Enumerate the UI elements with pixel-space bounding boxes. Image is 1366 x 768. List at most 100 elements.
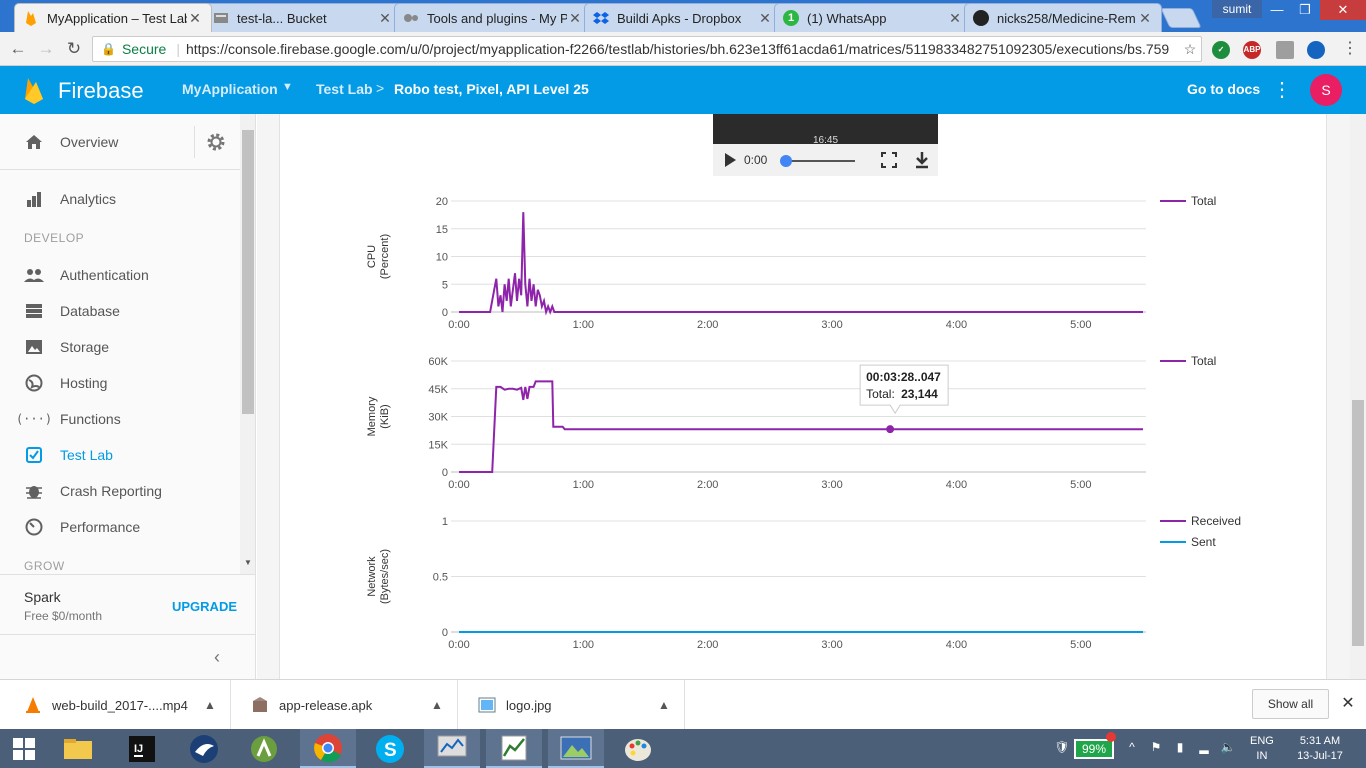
- page-scrollbar-thumb[interactable]: [1352, 400, 1364, 646]
- sidebar-item-test-lab[interactable]: Test Lab: [0, 437, 240, 473]
- go-to-docs-link[interactable]: Go to docs: [1187, 81, 1261, 97]
- x-tick-label: 5:00: [1070, 319, 1091, 331]
- shield-extension-icon[interactable]: ✓: [1212, 41, 1230, 59]
- volume-icon[interactable]: 🔈: [1220, 740, 1236, 754]
- monitor-app-icon[interactable]: [424, 729, 480, 768]
- page-extension-icon[interactable]: [1276, 41, 1294, 59]
- android-studio-icon[interactable]: [236, 729, 292, 768]
- tab-whatsapp[interactable]: 1 (1) WhatsApp ✕: [774, 3, 972, 32]
- chevron-up-icon[interactable]: ▲: [431, 698, 443, 712]
- bookmark-star-icon[interactable]: ☆: [1183, 40, 1197, 57]
- sidebar-scrollbar-thumb[interactable]: [242, 130, 254, 414]
- avatar[interactable]: S: [1310, 74, 1342, 106]
- sidebar-item-overview[interactable]: Overview: [0, 124, 190, 160]
- tab-dropbox[interactable]: Buildi Apks - Dropbox ✕: [584, 3, 782, 32]
- new-tab-button[interactable]: [1160, 8, 1202, 28]
- tab-title: MyApplication – Test Lab: [47, 10, 187, 26]
- reload-icon[interactable]: ↻: [66, 39, 82, 58]
- restore-button[interactable]: ❐: [1299, 2, 1311, 17]
- firebase-logo-icon[interactable]: [24, 76, 44, 104]
- chevron-up-icon[interactable]: ▲: [658, 698, 670, 712]
- y-tick-label: 5: [442, 279, 448, 291]
- play-icon[interactable]: [723, 152, 737, 168]
- tab-close-icon[interactable]: ✕: [949, 9, 961, 26]
- sidebar-scrollbar[interactable]: ▼: [240, 114, 255, 574]
- tab-firebase[interactable]: MyApplication – Test Lab ✕: [14, 3, 212, 32]
- close-icon[interactable]: ✕: [1341, 695, 1355, 712]
- defender-tray-icon[interactable]: 🛡: [1054, 740, 1070, 754]
- battery-indicator[interactable]: 99%: [1074, 739, 1114, 759]
- video-progress-track[interactable]: [785, 160, 855, 162]
- windows-start-icon[interactable]: [0, 729, 48, 768]
- scroll-down-arrow-icon[interactable]: ▼: [244, 558, 252, 567]
- video-progress-knob[interactable]: [780, 155, 792, 167]
- sidebar-item-storage[interactable]: Storage: [0, 329, 240, 365]
- back-arrow-icon[interactable]: ←: [9, 39, 27, 58]
- brand-name[interactable]: Firebase: [58, 78, 144, 103]
- clock[interactable]: 5:31 AM 13-Jul-17: [1290, 734, 1350, 764]
- chrome-menu-icon[interactable]: ⋮: [1342, 40, 1358, 57]
- address-bar[interactable]: 🔒 Secure | https://console.firebase.goog…: [92, 36, 1202, 62]
- project-selector[interactable]: MyApplication: [182, 81, 278, 97]
- profile-chip[interactable]: sumit: [1212, 0, 1262, 18]
- sidebar-item-functions[interactable]: (···) Functions: [0, 401, 240, 437]
- minimize-button[interactable]: —: [1270, 2, 1284, 17]
- x-tick-label: 0:00: [448, 479, 469, 491]
- network-signal-icon[interactable]: ▂: [1199, 740, 1209, 754]
- tab-github[interactable]: nicks258/Medicine-Rem ✕: [964, 3, 1162, 32]
- sidebar-item-performance[interactable]: Performance: [0, 509, 240, 545]
- chevron-left-icon[interactable]: ‹: [214, 647, 220, 667]
- input-language[interactable]: ENG IN: [1250, 734, 1274, 764]
- fullscreen-icon[interactable]: [881, 152, 897, 168]
- flag-icon[interactable]: ⚑: [1150, 740, 1162, 754]
- chevron-up-icon[interactable]: ^: [1129, 740, 1135, 754]
- video-player[interactable]: 16:45: [713, 114, 938, 146]
- tab-bucket[interactable]: test-la... Bucket ✕: [204, 3, 402, 32]
- sidebar: Overview Analytics DEVELOP Authenticatio…: [0, 114, 256, 679]
- skype-icon[interactable]: S: [362, 729, 418, 768]
- tab-tools-plugins[interactable]: Tools and plugins - My P ✕: [394, 3, 592, 32]
- sidebar-item-authentication[interactable]: Authentication: [0, 257, 240, 293]
- forward-arrow-icon[interactable]: →: [37, 39, 55, 58]
- download-item[interactable]: app-release.apk ▲: [231, 680, 458, 730]
- sidebar-item-label: Performance: [60, 519, 141, 535]
- show-all-downloads-button[interactable]: Show all: [1252, 689, 1329, 719]
- github-icon: [973, 10, 989, 26]
- tab-close-icon[interactable]: ✕: [1139, 9, 1151, 26]
- globe-extension-icon[interactable]: [1307, 41, 1325, 59]
- tab-close-icon[interactable]: ✕: [379, 9, 391, 26]
- sidebar-item-database[interactable]: Database: [0, 293, 240, 329]
- sidebar-item-analytics[interactable]: Analytics: [0, 181, 240, 217]
- usb-icon[interactable]: ▮: [1176, 740, 1184, 754]
- url-text[interactable]: https://console.firebase.google.com/u/0/…: [185, 41, 1170, 57]
- download-item[interactable]: web-build_2017-....mp4 ▲: [4, 680, 231, 730]
- gear-icon[interactable]: [205, 131, 227, 153]
- breadcrumb-test-lab[interactable]: Test Lab: [316, 81, 373, 97]
- clock-date: 13-Jul-17: [1297, 750, 1343, 762]
- chrome-icon[interactable]: [300, 729, 356, 768]
- file-explorer-icon[interactable]: [50, 729, 106, 768]
- close-window-button[interactable]: ✕: [1320, 0, 1366, 20]
- intellij-icon[interactable]: IJ: [114, 729, 170, 768]
- chevron-down-icon[interactable]: ▼: [282, 81, 293, 93]
- chevron-up-icon[interactable]: ▲: [204, 698, 216, 712]
- chart-app-icon[interactable]: [486, 729, 542, 768]
- x-tick-label: 3:00: [821, 479, 842, 491]
- paint-icon[interactable]: [610, 729, 666, 768]
- x-tick-label: 4:00: [946, 479, 967, 491]
- tab-close-icon[interactable]: ✕: [569, 9, 581, 26]
- download-icon[interactable]: [914, 151, 930, 169]
- download-item[interactable]: logo.jpg ▲: [458, 680, 685, 730]
- tab-close-icon[interactable]: ✕: [759, 9, 771, 26]
- photos-app-icon[interactable]: [548, 729, 604, 768]
- x-tick-label: 3:00: [821, 639, 842, 651]
- upgrade-button[interactable]: UPGRADE: [172, 599, 238, 614]
- sidebar-item-crash-reporting[interactable]: Crash Reporting: [0, 473, 240, 509]
- page-scrollbar[interactable]: [1350, 114, 1366, 679]
- abp-extension-icon[interactable]: ABP: [1243, 41, 1261, 59]
- sidebar-item-hosting[interactable]: Hosting: [0, 365, 240, 401]
- sidebar-item-label: Analytics: [60, 191, 117, 207]
- eagle-app-icon[interactable]: [176, 729, 232, 768]
- tab-close-icon[interactable]: ✕: [189, 9, 201, 26]
- more-vert-icon[interactable]: ⋮: [1272, 79, 1292, 101]
